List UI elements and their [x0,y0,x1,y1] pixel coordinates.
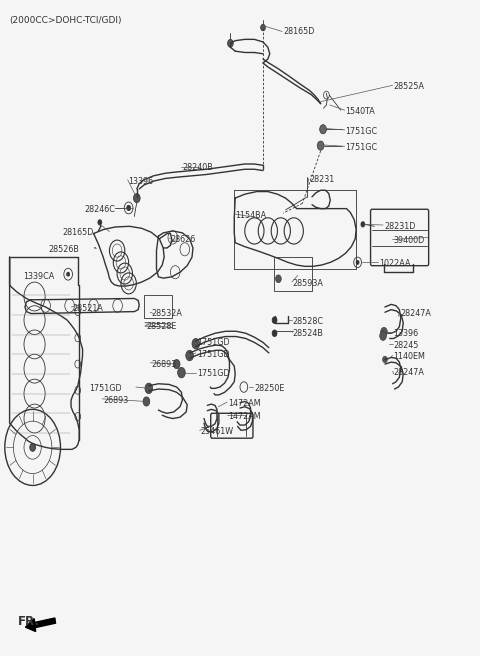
Text: 28165D: 28165D [62,228,94,237]
Circle shape [276,275,281,283]
Text: 28626: 28626 [170,235,196,244]
Text: 1751GD: 1751GD [197,369,229,379]
Text: 1751GD: 1751GD [197,350,229,359]
FancyArrow shape [25,618,56,632]
Text: 1154BA: 1154BA [235,211,266,220]
Text: 28593A: 28593A [293,279,324,288]
Text: 28524B: 28524B [293,329,324,338]
Circle shape [380,331,386,340]
Text: 25461W: 25461W [201,427,234,436]
Text: 1751GD: 1751GD [89,384,121,393]
Text: 39400D: 39400D [394,236,425,245]
Text: 1472AM: 1472AM [228,412,261,421]
Text: 1140EM: 1140EM [394,352,425,361]
Circle shape [272,330,277,337]
Circle shape [228,39,233,47]
Text: 28231D: 28231D [384,222,415,231]
Text: 1472AM: 1472AM [228,399,261,408]
Circle shape [317,141,324,150]
Circle shape [143,397,150,406]
Text: 28231: 28231 [310,175,335,184]
Circle shape [145,383,153,394]
Circle shape [261,24,265,31]
Text: 28521A: 28521A [72,304,103,313]
Text: 13396: 13396 [129,176,154,186]
Circle shape [192,338,200,349]
Circle shape [173,359,180,369]
Text: 28532A: 28532A [151,309,182,318]
Text: 28525A: 28525A [394,82,425,91]
Circle shape [127,205,131,211]
Text: 26893: 26893 [151,359,177,369]
Text: 28247A: 28247A [394,368,424,377]
Text: 1540TA: 1540TA [346,107,375,116]
Circle shape [356,260,359,264]
Circle shape [383,356,387,363]
Circle shape [67,272,70,276]
Text: 26893: 26893 [103,396,129,405]
Text: 28240B: 28240B [182,163,213,172]
Circle shape [30,443,36,451]
Text: 28165D: 28165D [283,27,314,36]
Text: 1022AA: 1022AA [379,259,411,268]
Text: 28245: 28245 [394,340,419,350]
Text: 1751GC: 1751GC [346,143,378,152]
Text: 28250E: 28250E [254,384,285,393]
Text: 28247A: 28247A [401,309,432,318]
Text: (2000CC>DOHC-TCI/GDI): (2000CC>DOHC-TCI/GDI) [10,16,122,26]
Text: 1751GD: 1751GD [197,338,229,347]
Circle shape [186,350,193,361]
Circle shape [178,367,185,378]
Text: FR.: FR. [18,615,40,628]
Circle shape [98,220,102,225]
Text: 28246C: 28246C [84,205,115,215]
Circle shape [320,125,326,134]
Text: 13396: 13396 [394,329,419,338]
Text: 28528C: 28528C [293,317,324,326]
Text: 1339CA: 1339CA [23,272,54,281]
Text: 1751GC: 1751GC [346,127,378,136]
Circle shape [133,194,140,203]
Circle shape [361,222,365,227]
Circle shape [272,317,277,323]
Text: 28526B: 28526B [48,245,79,254]
Circle shape [381,327,387,337]
Text: 28528E: 28528E [146,322,177,331]
